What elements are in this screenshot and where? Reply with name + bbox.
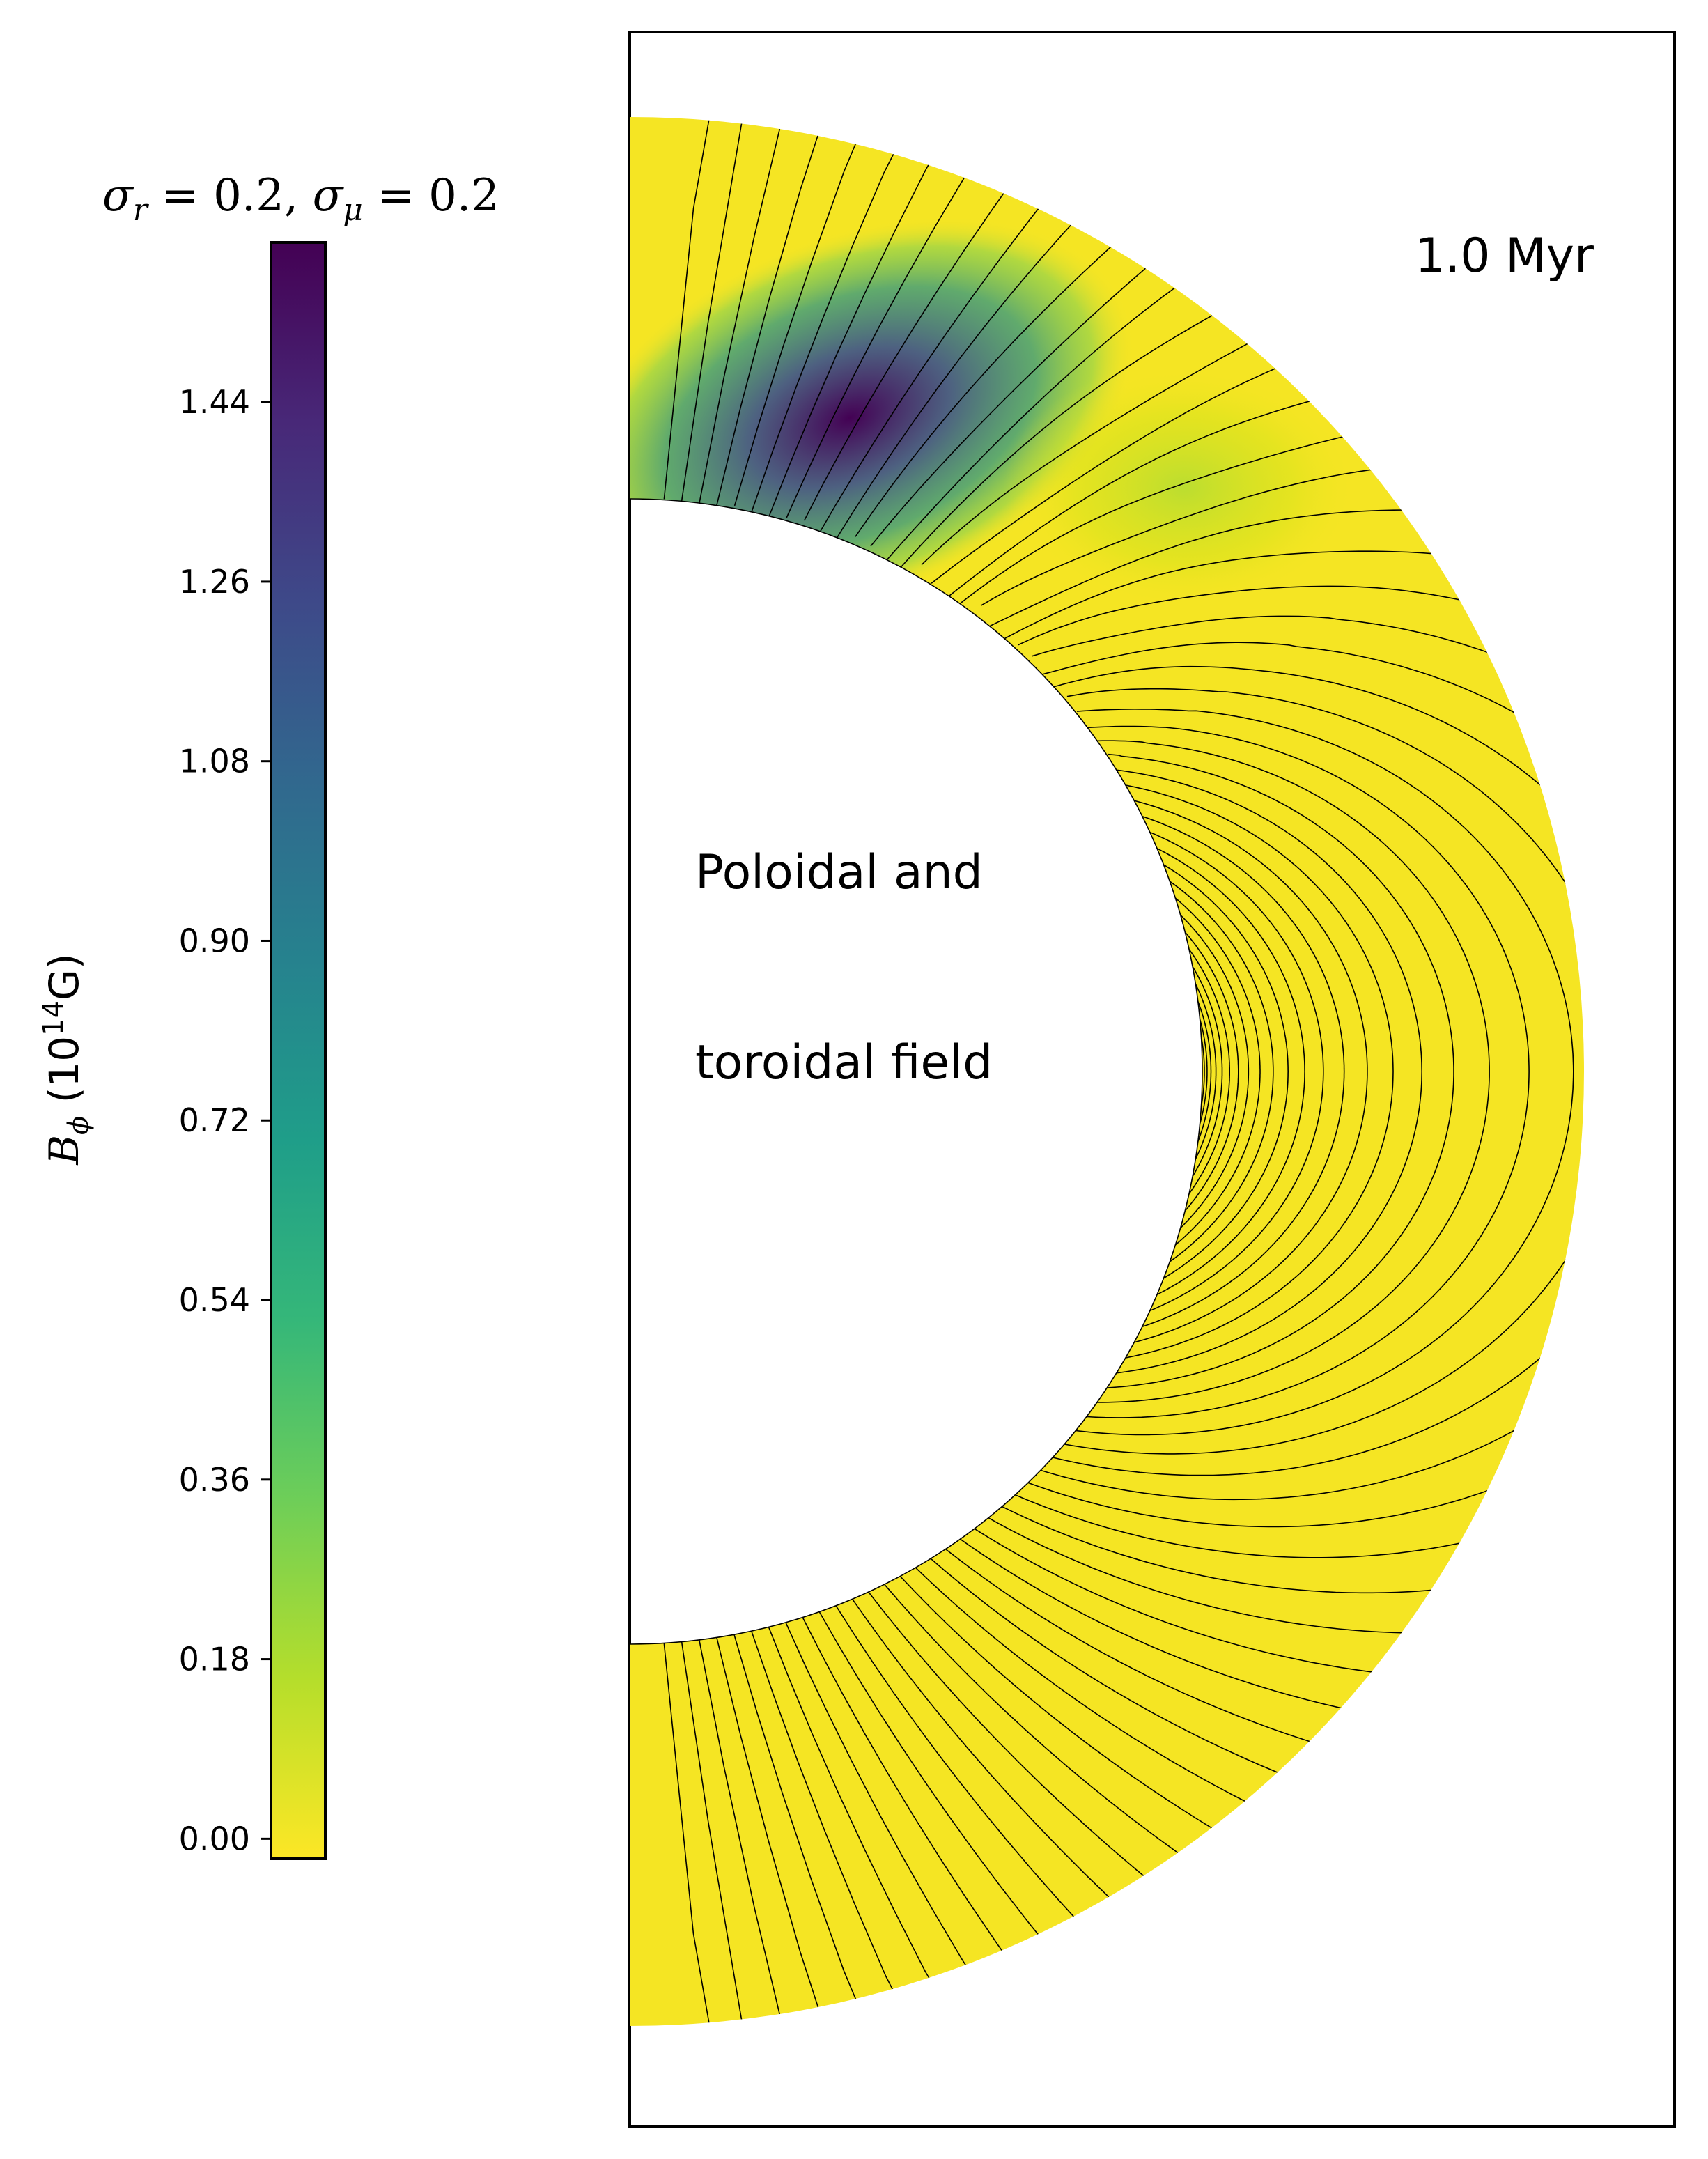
toroidal-secondary: [1003, 362, 1365, 613]
field-line: [1156, 848, 1305, 1295]
field-line: [1116, 769, 1423, 1374]
field-line: [1184, 931, 1239, 1212]
colorbar-tick-label: 0.72: [179, 1101, 250, 1139]
crust-shell: [630, 117, 1584, 2026]
field-line: [1149, 831, 1324, 1312]
colorbar-tick-label: 1.26: [179, 563, 250, 601]
colorbar-ticks: 0.00 0.18 0.36 0.54 0.72 0.90 1.08 1.26 1.44: [179, 383, 271, 1857]
colorbar-tick-label: 1.44: [179, 383, 250, 421]
field-line: [1192, 966, 1223, 1177]
main-plot: 1.0 Myr Poloidal and toroidal field: [628, 31, 1676, 2128]
field-line: [1076, 708, 1574, 1436]
field-line: [1107, 753, 1454, 1388]
colorbar-tick-label: 1.08: [179, 743, 250, 780]
field-line: [1064, 688, 1584, 1455]
colorbar: σr = 0.2, σμ = 0.2 0.000.180.360.540.720…: [38, 170, 499, 1860]
field-line: [996, 550, 1584, 1594]
colorbar-gradient: [270, 241, 327, 1860]
colorbar-tick-label: 0.90: [179, 922, 250, 959]
field-type-label-line2: toroidal field: [695, 1035, 993, 1090]
colorbar-tick-label: 0.00: [179, 1820, 250, 1857]
field-line: [1085, 725, 1530, 1418]
colorbar-tick-label: 0.54: [179, 1281, 250, 1319]
core-boundary: [629, 498, 1203, 1645]
field-line: [1197, 1001, 1212, 1142]
time-label: 1.0 Myr: [1415, 229, 1594, 284]
field-line: [1142, 815, 1345, 1328]
field-type-label-line1: Poloidal and: [695, 845, 983, 900]
field-line: [1015, 585, 1584, 1558]
field-line: [1125, 784, 1394, 1359]
colorbar-title: σr = 0.2, σμ = 0.2: [102, 170, 499, 228]
field-line: [1174, 897, 1261, 1246]
field-line: [1188, 949, 1230, 1194]
field-line: [1163, 864, 1289, 1279]
colorbar-tick-label: 0.18: [179, 1641, 250, 1678]
colorbar-tick-label: 0.36: [179, 1461, 250, 1499]
field-line: [1199, 1019, 1208, 1124]
field-line: [1037, 642, 1584, 1501]
field-line: [1050, 665, 1584, 1476]
field-line: [1200, 1036, 1205, 1107]
field-line: [1096, 740, 1490, 1403]
field-line: [1169, 881, 1274, 1262]
field-line: [1195, 984, 1217, 1159]
field-line: [1133, 800, 1368, 1343]
field-line: [1027, 615, 1584, 1528]
colorbar-label: Bϕ (1014G): [38, 953, 95, 1165]
field-line: [1180, 914, 1250, 1229]
